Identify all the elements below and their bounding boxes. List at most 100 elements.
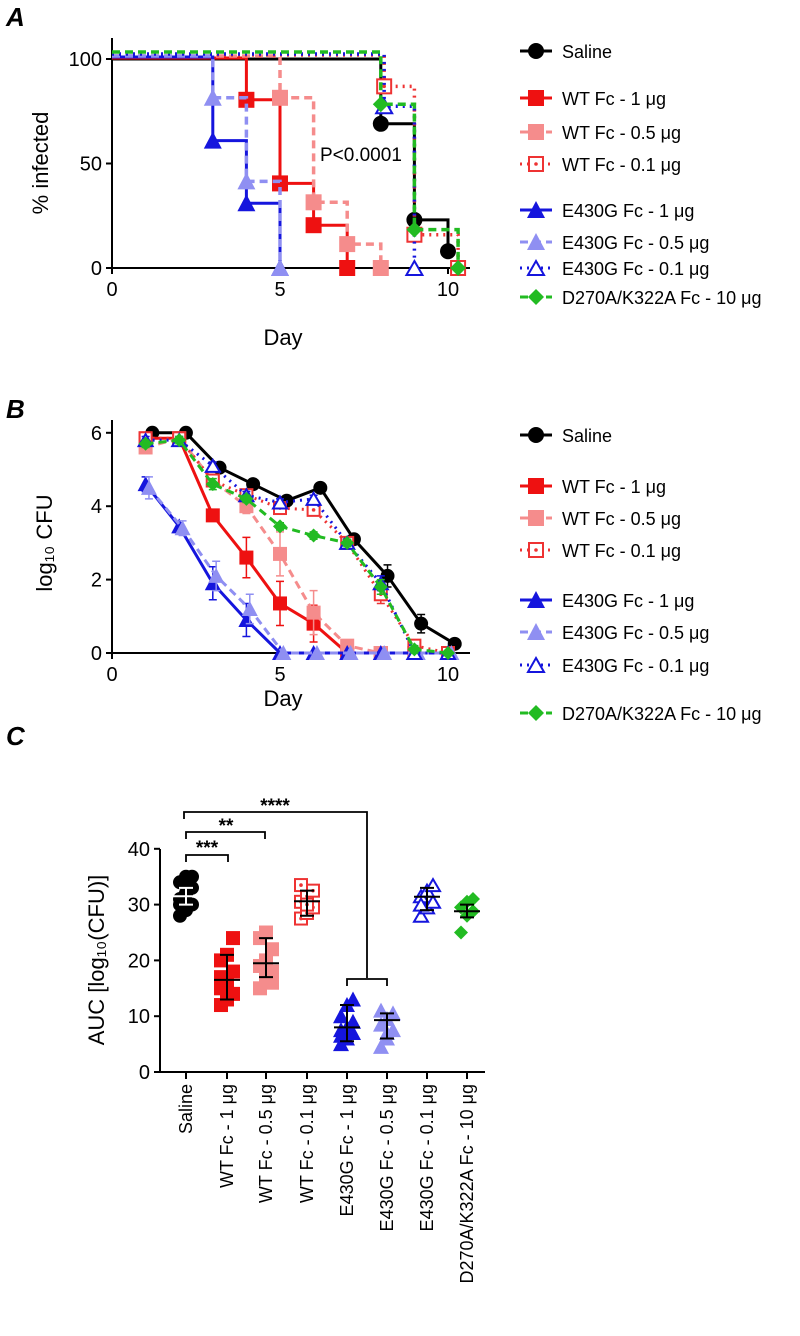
panel-b-legend-label: WT Fc - 1 μg [562,477,666,497]
category-label: Saline [176,1084,196,1134]
auc-point [333,1008,349,1024]
mean-sd-bar [173,886,199,906]
cfu-marker [205,477,220,492]
panel-c-y-tick-label: 20 [128,950,150,972]
auc-point [253,981,267,996]
auc-point [333,1027,349,1043]
survival-marker [203,88,222,106]
panel-b-legend-label: Saline [562,426,612,446]
survival-marker [450,260,467,276]
panel-label-b: B [6,394,25,424]
panel-b-legend-marker [528,705,544,721]
category-label: WT Fc - 0.1 μg [297,1084,317,1203]
survival-marker [339,260,356,276]
auc-point [226,964,240,979]
survival-marker [272,89,288,106]
cfu-marker [273,596,287,611]
auc-point [373,1038,389,1054]
significance-label: *** [196,838,219,859]
category-label: WT Fc - 1 μg [217,1084,237,1188]
panel-b-legend-label: E430G Fc - 0.5 μg [562,623,709,643]
survival-marker [203,131,222,149]
category-label: E430G Fc - 1 μg [337,1084,357,1216]
auc-point [454,925,468,940]
survival-line [112,50,460,268]
cfu-marker [273,546,287,561]
survival-marker [372,260,389,276]
panel-b-y-tick-label: 4 [91,496,102,518]
cfu-marker [304,490,323,506]
panel-c-ylabel: AUC [log₁₀(CFU)] [84,875,109,1046]
panel-c-plot: 0 10 20 30 40 Saline WT Fc - 1 μg WT Fc - 0.5 μ… [128,796,485,1284]
cfu-marker [414,616,429,631]
panel-a-legend-label: E430G Fc - 0.5 μg [562,233,709,253]
panel-a-legend-label: D270A/K322A Fc - 10 μg [562,288,762,308]
category-label: E430G Fc - 0.5 μg [377,1084,397,1231]
panel-c-y-tick-label: 40 [128,839,150,861]
significance-bracket [185,831,266,839]
cfu-marker [273,519,287,534]
panel-b-legend-label: E430G Fc - 0.1 μg [562,656,709,676]
survival-marker [404,258,425,276]
auc-point [424,893,442,909]
panel-a-legend-marker [526,258,546,276]
panel-c-y-tick-label: 30 [128,895,150,917]
panel-b-legend-marker [527,591,545,608]
panel-b-x-tick-label: 0 [106,664,117,686]
panel-b-legend-marker-dot [534,548,538,552]
survival-line [112,55,282,268]
panel-b-legend-marker [527,623,545,640]
cfu-marker [204,457,222,473]
panel-b-ylabel: log₁₀ CFU [32,494,57,591]
significance-bracket [185,854,229,862]
survival-marker [372,96,389,113]
auc-point [265,942,279,957]
survival-marker [271,259,289,276]
mean-sd-bar [414,886,440,912]
panel-label-a: A [5,2,25,32]
survival-marker [238,91,255,108]
panel-a-legend-marker-dot [534,162,538,166]
cfu-marker [246,477,261,492]
panel-a-legend-marker [528,90,544,106]
panel-a-xlabel: Day [263,325,302,350]
survival-marker [305,194,322,211]
mean-sd-bar [253,937,279,979]
auc-point [345,991,361,1007]
cfu-marker-dot [311,508,316,512]
cfu-marker [342,645,359,660]
cfu-marker [138,436,153,451]
category-label: E430G Fc - 0.1 μg [417,1084,437,1231]
panel-b-plot: 0 5 10 0 2 4 6 Saline WT Fc - 1 μg WT Fc - 0.5 μg… [91,420,762,724]
panel-a-legend-marker [527,233,545,250]
survival-marker [305,217,322,234]
panel-c-y-tick-label: 0 [139,1062,150,1084]
cfu-marker [308,645,325,660]
panel-b-x-tick-label: 5 [274,664,285,686]
cfu-marker [275,645,292,660]
auc-point [259,925,273,940]
auc-point [265,964,279,979]
auc-point [345,1013,361,1029]
auc-point-dot [299,883,303,887]
panel-a-y-tick-label: 100 [69,49,102,71]
survival-marker [440,243,456,260]
category-label: D270A/K322A Fc - 10 μg [457,1084,477,1284]
survival-marker [372,115,389,132]
survival-marker [339,236,356,253]
auc-point [185,869,199,884]
panel-a-legend-label: E430G Fc - 1 μg [562,201,694,221]
panel-b-legend-label: E430G Fc - 1 μg [562,591,694,611]
panel-b-y-tick-label: 6 [91,423,102,445]
panel-a-legend-label: Saline [562,42,612,62]
cfu-marker [241,600,258,616]
cfu-marker [208,567,225,583]
significance-bracket [346,978,388,986]
cfu-marker [271,494,289,510]
panel-a-legend-label: WT Fc - 1 μg [562,89,666,109]
cfu-marker [306,528,321,543]
cfu-marker [140,479,157,495]
auc-point [226,931,240,946]
panel-a-y-tick-label: 0 [91,258,102,280]
mean-sd-bar [374,1012,400,1040]
